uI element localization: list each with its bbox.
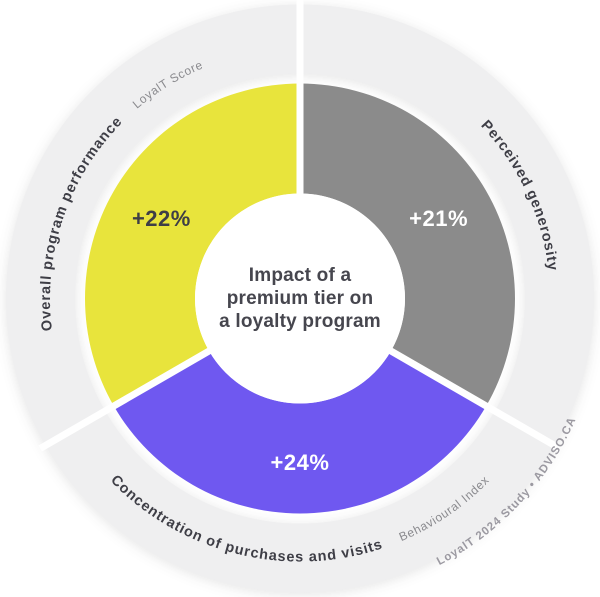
ring-arc-top-left bbox=[6, 4, 300, 446]
segment-concentration-purchases bbox=[113, 351, 487, 514]
segment-overall-performance bbox=[85, 83, 300, 406]
segment-value-concentration-purchases: +24% bbox=[271, 450, 330, 475]
divider-bottom-right bbox=[380, 342, 562, 452]
outer-ring bbox=[6, 4, 594, 593]
center-circle bbox=[195, 193, 405, 404]
segment-values: +21% +24% +22% bbox=[132, 206, 468, 475]
chart-title-line2: premium tier on bbox=[227, 288, 374, 309]
segment-value-perceived-generosity: +21% bbox=[409, 206, 468, 231]
segment-dividers bbox=[38, 0, 562, 452]
chart-title: Impact of a premium tier on a loyalty pr… bbox=[219, 265, 381, 332]
ring-arc-bottom bbox=[45, 411, 555, 593]
segment-value-overall-performance: +22% bbox=[132, 206, 191, 231]
segment-perceived-generosity bbox=[300, 83, 515, 406]
chart-title-line3: a loyalty program bbox=[219, 311, 381, 332]
chart-title-line1: Impact of a bbox=[249, 265, 352, 286]
divider-bottom-left bbox=[38, 342, 220, 452]
donut-segments bbox=[85, 83, 515, 514]
ring-arc-top-right bbox=[300, 4, 594, 446]
